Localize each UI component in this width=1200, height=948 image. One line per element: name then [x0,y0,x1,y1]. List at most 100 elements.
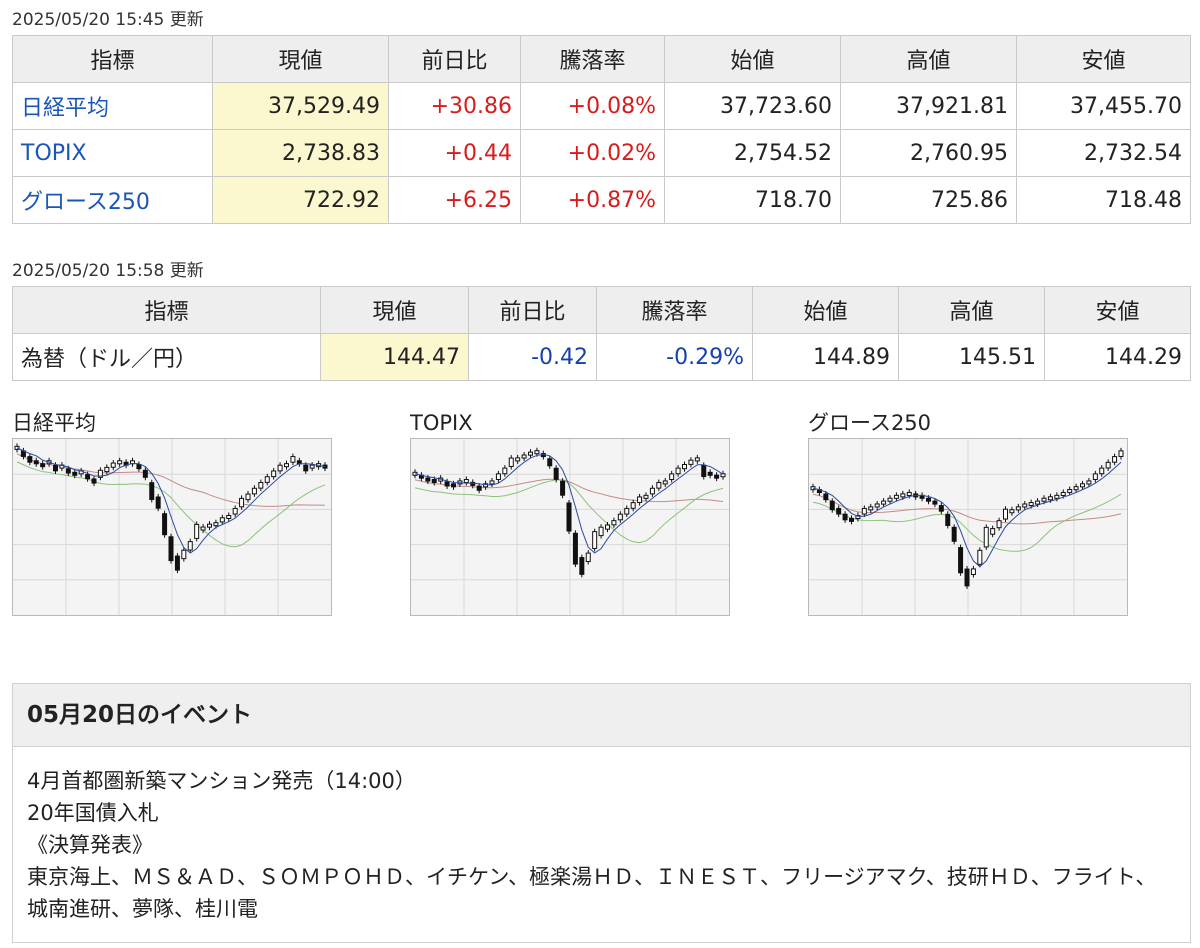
candle [919,492,925,502]
candle [893,492,899,502]
open-value: 718.70 [664,176,841,224]
fx-quotes-table: 指標 現値 前日比 騰落率 始値 高値 安値 為替（ドル／円） 144.47 -… [12,286,1191,381]
candle [605,521,610,533]
candle [123,459,129,469]
current-value: 37,529.49 [212,82,389,130]
low-value: 144.29 [1044,333,1191,381]
candle [59,462,65,472]
candle [200,524,206,534]
candle [65,465,71,477]
candle [688,457,694,468]
candle [990,525,996,538]
candle [142,467,148,481]
moving-average-short [16,447,326,554]
candle [264,473,270,486]
candle [104,464,110,475]
candle [585,550,591,565]
candle [1022,500,1028,510]
moving-average-mid [414,479,724,544]
chart-canvas[interactable] [410,438,730,616]
candle [932,498,938,508]
chart-growth250[interactable]: グロース250 [808,408,1128,616]
table-header-row: 指標 現値 前日比 騰落率 始値 高値 安値 [12,286,1191,334]
candle [566,500,572,534]
candle [611,517,617,528]
candle [495,470,501,483]
pct-value: +0.08% [520,82,665,130]
candle [1073,483,1079,493]
moving-average-long [414,478,724,503]
candle [1092,470,1098,483]
chart-canvas[interactable] [808,438,1128,616]
candle [624,505,630,518]
change-value: +30.86 [388,82,521,130]
candle [874,500,880,510]
candle [72,469,78,479]
candle [194,521,200,542]
chart-topix[interactable]: TOPIX [410,408,730,616]
high-value: 37,921.81 [840,82,1017,130]
candle [251,485,257,497]
candle [117,457,123,467]
fx-name: 為替（ドル／円） [12,333,321,381]
candle [181,547,187,562]
event-item: 東京海上、ＭＳ＆ＡＤ、ＳＯＭＰＯＨＤ、イチケン、極楽湯ＨＤ、ＩＮＥＳＴ、フリージ… [27,865,1157,921]
candle [707,469,713,479]
event-item: 《決算発表》 [27,833,153,857]
candle [508,455,514,470]
open-value: 2,754.52 [664,129,841,177]
candle [617,511,623,523]
index-link-topix[interactable]: TOPIX [21,140,87,166]
candle [476,483,482,494]
low-value: 2,732.54 [1016,129,1191,177]
candle [290,453,296,466]
candle [162,510,168,538]
update-timestamp-fx: 2025/05/20 15:58 更新 [12,261,204,281]
candle [829,498,835,513]
candle [258,479,264,492]
table-row: グロース250 722.92 +6.25 +0.87% 718.70 725.8… [12,176,1191,224]
candlestick-chart-svg [13,439,331,615]
candle [418,472,424,482]
candle [977,547,983,568]
current-value: 2,738.83 [212,129,389,177]
chart-canvas[interactable] [12,438,332,616]
index-link-growth250[interactable]: グロース250 [21,190,150,215]
candle [226,512,232,522]
high-value: 2,760.95 [840,129,1017,177]
candle [1118,447,1124,460]
candle [855,512,861,522]
candle [637,493,643,506]
table-row: 日経平均 37,529.49 +30.86 +0.08% 37,723.60 3… [12,82,1191,130]
candle [823,491,829,503]
chart-nikkei[interactable]: 日経平均 [12,408,332,616]
candle [662,477,668,487]
current-value: 144.47 [320,333,469,381]
candle [983,524,989,550]
event-item: 4月首都圏新築マンション発売（14:00） [27,769,416,793]
header-open: 始値 [752,286,899,334]
index-link-nikkei[interactable]: 日経平均 [21,96,110,121]
events-list: 4月首都圏新築マンション発売（14:00） 20年国債入札 《決算発表》 東京海… [13,747,1190,925]
candle [245,491,251,503]
candle [149,479,155,503]
candle [643,492,649,502]
candle [1067,486,1073,496]
candle [951,524,957,545]
current-value: 722.92 [212,176,389,224]
candle [187,538,193,553]
candle [1099,465,1105,477]
candle [277,462,283,474]
candle [836,505,842,518]
candle [714,472,720,482]
table-row: TOPIX 2,738.83 +0.44 +0.02% 2,754.52 2,7… [12,129,1191,177]
header-pct: 騰落率 [520,35,665,83]
candle [296,457,302,467]
candle [572,530,578,568]
chart-title: グロース250 [808,411,932,435]
index-quotes-table: 指標 現値 前日比 騰落率 始値 高値 安値 日経平均 37,529.49 +3… [12,35,1191,224]
candle [970,565,976,578]
candle [27,453,33,466]
candle [502,465,508,477]
header-current: 現値 [320,286,469,334]
